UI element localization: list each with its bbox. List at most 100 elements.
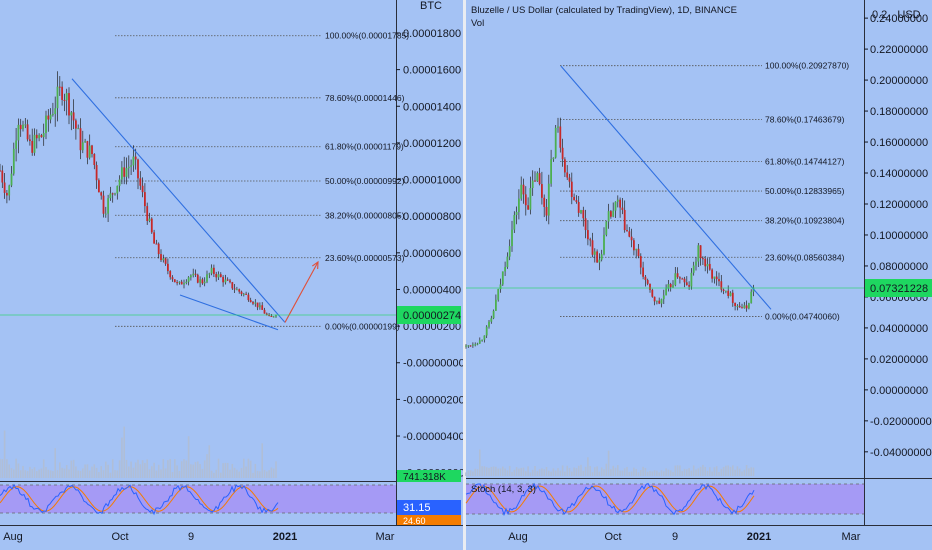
bluzelle-volume-bar bbox=[637, 472, 640, 476]
bluzelle-volume-bar bbox=[520, 467, 522, 476]
bluzelle-y-tick-label: 0.14000000 bbox=[870, 168, 928, 180]
btc-candle-body bbox=[240, 291, 243, 295]
btc-y-tick-label: -0.00000000 bbox=[403, 358, 465, 370]
btc-projection-arrowhead bbox=[311, 260, 319, 270]
bluzelle-volume-bar bbox=[536, 471, 539, 476]
btc-volume-bar bbox=[206, 454, 208, 478]
bluzelle-candle-body bbox=[541, 184, 543, 198]
btc-candle-body bbox=[68, 93, 70, 116]
bluzelle-volume-bar bbox=[612, 465, 614, 476]
bluzelle-candle-body bbox=[481, 339, 483, 341]
btc-stoch-k-text: 31.15 bbox=[403, 502, 431, 514]
btc-candle-body bbox=[3, 182, 6, 193]
bluzelle-volume-bar bbox=[488, 467, 490, 476]
bluzelle-fib-label: 61.80%(0.14744127) bbox=[765, 156, 845, 166]
btc-candle-body bbox=[208, 273, 211, 275]
bluzelle-volume-bar bbox=[568, 468, 571, 476]
btc-x-tick-mar: Mar bbox=[376, 531, 395, 543]
btc-volume-bar bbox=[54, 448, 56, 478]
bluzelle-volume-bar bbox=[571, 471, 573, 476]
btc-candle-body bbox=[178, 281, 181, 283]
btc-chart-panel[interactable]: 100.00%(0.00001785) 78.60%(0.00001446) 61.… bbox=[0, 31, 409, 478]
bluzelle-candle-body bbox=[515, 212, 518, 215]
btc-volume-bar bbox=[190, 464, 192, 478]
bluzelle-chart-panel[interactable]: 100.00%(0.20927870) 78.60%(0.17463679) 61.… bbox=[465, 61, 849, 476]
btc-y-tick-label: 0.00001200 bbox=[403, 138, 461, 150]
btc-candle-body bbox=[203, 281, 206, 284]
bluzelle-volume-bar bbox=[600, 467, 603, 476]
bluzelle-volume-bar bbox=[582, 470, 585, 476]
bluzelle-y-tick-label: -0.04000000 bbox=[870, 447, 932, 459]
btc-volume-bar bbox=[17, 463, 20, 478]
btc-volume-bar bbox=[130, 461, 132, 478]
btc-volume-bar bbox=[155, 470, 158, 478]
bluzelle-candle-body bbox=[522, 184, 525, 195]
btc-volume-bar bbox=[33, 467, 36, 478]
btc-candle-body bbox=[111, 193, 114, 195]
bluzelle-trendlines bbox=[560, 65, 772, 310]
btc-volume-bar bbox=[174, 459, 176, 478]
btc-volume-bar bbox=[105, 461, 107, 478]
bluzelle-candle-body bbox=[644, 276, 647, 281]
bluzelle-volume-bar bbox=[702, 464, 704, 476]
btc-volume-bar bbox=[24, 470, 27, 478]
bluzelle-volume-bar bbox=[506, 470, 509, 476]
btc-time-axis[interactable]: Aug Oct 9 2021 Mar bbox=[3, 531, 395, 543]
bluzelle-candle-body bbox=[518, 198, 520, 213]
btc-volume-bar bbox=[42, 459, 45, 478]
btc-volume-bar bbox=[208, 445, 211, 478]
bluzelle-stoch-d-line bbox=[465, 485, 755, 513]
btc-candle-body bbox=[252, 302, 254, 304]
bluzelle-y-tick-label: 0.18000000 bbox=[870, 106, 928, 118]
btc-candle-body bbox=[93, 154, 96, 165]
btc-volume-bar bbox=[52, 471, 54, 478]
btc-candle-body bbox=[139, 178, 142, 186]
bluzelle-stoch-title: Stoch (14, 3, 3) bbox=[471, 484, 536, 495]
bluzelle-y-tick-label: 0.16000000 bbox=[870, 137, 928, 149]
bluzelle-volume-bar bbox=[690, 470, 693, 476]
bluzelle-top-tick: 0.2 bbox=[872, 9, 887, 21]
btc-volume-bars bbox=[0, 426, 277, 478]
bluzelle-candle-body bbox=[554, 127, 557, 158]
btc-fib-label: 0.00%(0.00000199) bbox=[325, 321, 400, 331]
bluzelle-candle-body bbox=[639, 256, 642, 268]
bluzelle-candle-body bbox=[564, 159, 566, 173]
bluzelle-volume-bar bbox=[525, 471, 527, 476]
bluzelle-candle-body bbox=[534, 180, 536, 182]
btc-volume-bar bbox=[153, 462, 155, 478]
bluzelle-candle-body bbox=[478, 340, 481, 344]
btc-volume-bar bbox=[180, 461, 183, 478]
btc-x-tick-oct: Oct bbox=[111, 531, 128, 543]
bluzelle-volume-bar bbox=[623, 468, 626, 476]
bluzelle-volume-bar bbox=[545, 467, 548, 476]
btc-candle-body bbox=[261, 305, 264, 310]
bluzelle-candle-body bbox=[612, 210, 615, 217]
bluzelle-candle-body bbox=[607, 211, 610, 222]
bluzelle-volume-bar bbox=[492, 466, 495, 476]
bluzelle-volume-bar bbox=[490, 466, 493, 476]
bluzelle-y-tick-label: 0.22000000 bbox=[870, 44, 928, 56]
bluzelle-candle-body bbox=[511, 229, 513, 247]
btc-candle-body bbox=[109, 193, 112, 199]
btc-candle-body bbox=[162, 258, 165, 261]
bluzelle-volume-bar bbox=[617, 465, 619, 476]
bluzelle-candle-body bbox=[727, 290, 730, 296]
btc-volume-bar bbox=[68, 469, 70, 478]
bluzelle-candle-body bbox=[524, 194, 527, 206]
bluzelle-volume-bar bbox=[672, 471, 674, 476]
btc-candle-body bbox=[38, 135, 40, 139]
btc-candle-body bbox=[233, 288, 236, 290]
bluzelle-fib-label: 100.00%(0.20927870) bbox=[765, 61, 849, 71]
btc-fib-label: 38.20%(0.00000805) bbox=[325, 210, 405, 220]
btc-y-tick-label: 0.00001400 bbox=[403, 101, 461, 113]
btc-volume-bar bbox=[137, 459, 139, 478]
bluzelle-volume-bar bbox=[715, 466, 718, 476]
btc-y-tick-label: 0.00001000 bbox=[403, 175, 461, 187]
bluzelle-candle-body bbox=[743, 305, 746, 309]
bluzelle-price-axis[interactable]: 0.24000000 0.22000000 0.20000000 0.18000000… bbox=[864, 13, 932, 459]
btc-candle-body bbox=[1, 170, 4, 183]
bluzelle-candle-body bbox=[683, 278, 686, 283]
bluzelle-volume-bar bbox=[587, 457, 589, 476]
bluzelle-time-axis[interactable]: Aug Oct 9 2021 Mar bbox=[508, 531, 861, 543]
